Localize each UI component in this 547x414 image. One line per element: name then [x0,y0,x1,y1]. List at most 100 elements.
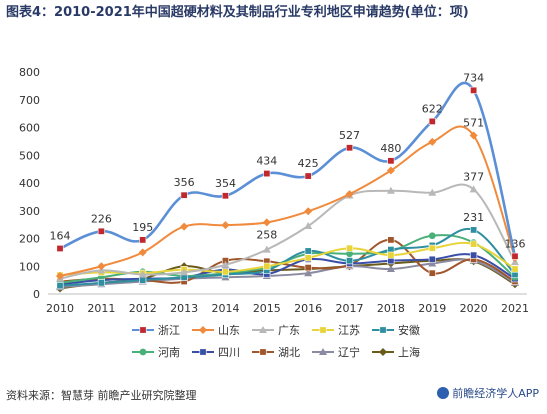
x-tick-label: 2012 [129,302,157,315]
y-tick-label: 300 [19,205,40,218]
data-point [304,247,312,255]
data-point [428,137,437,146]
legend-label: 河南 [158,346,180,359]
data-point [304,222,313,230]
data-point [304,264,312,272]
legend-marker [379,348,387,356]
data-point [263,170,271,178]
data-point [263,262,271,270]
data-point [428,244,436,252]
series-line [59,241,516,277]
x-tick-label: 2013 [170,302,198,315]
chart-title: 图表4：2010-2021年中国超硬材料及其制品行业专利地区申请趋势(单位：项) [6,5,469,20]
series-line [59,81,517,257]
data-point [346,144,354,152]
data-point [304,254,312,262]
data-point [387,157,395,165]
data-point [139,236,147,244]
data-point [470,240,478,248]
y-tick-label: 700 [19,94,40,107]
series-line [59,258,516,289]
data-label: 480 [380,142,401,155]
legend-label: 四川 [218,346,240,359]
legend-label: 安徽 [398,323,420,337]
data-point [428,232,436,240]
data-point [180,268,189,276]
data-label: 434 [256,155,277,168]
data-label: 195 [132,221,153,234]
legend-label: 广东 [278,324,300,337]
data-point [469,131,478,140]
data-label: 734 [463,71,484,84]
data-point [511,265,519,273]
data-point [262,245,271,253]
data-point [180,191,188,199]
y-tick-label: 400 [19,177,40,190]
data-point [304,172,312,180]
data-point [345,190,354,199]
data-label: 136 [505,237,526,250]
data-point [56,282,64,290]
legend-label: 浙江 [158,324,180,337]
data-label: 356 [174,176,195,189]
x-tick-label: 2018 [377,302,405,315]
data-point [346,244,354,252]
legend-marker [199,348,207,356]
legend-marker [319,348,327,355]
y-tick-label: 800 [19,66,40,79]
legend-marker [259,348,267,356]
x-tick-label: 2016 [294,302,322,315]
data-point [386,265,395,273]
data-point [304,269,313,277]
data-label: 571 [463,117,484,130]
data-point [469,185,478,193]
data-point [387,236,395,244]
data-point [221,192,229,200]
series-line [59,253,516,286]
x-tick-label: 2021 [501,302,529,315]
x-tick-label: 2015 [253,302,281,315]
data-label: 622 [422,102,443,115]
data-label: 258 [256,228,277,241]
data-point [428,255,436,263]
data-point [428,259,437,267]
data-point [97,279,105,287]
data-point [262,218,271,227]
data-point [304,207,313,216]
data-point [386,166,395,175]
data-point [221,260,230,268]
x-tick-label: 2020 [460,302,488,315]
data-point [511,252,519,260]
y-tick-label: 100 [19,260,40,273]
data-point [97,227,105,235]
series-line [59,227,516,287]
legend-label: 江苏 [338,324,360,337]
legend-label: 辽宁 [338,345,360,359]
data-point [470,226,478,234]
data-label: 527 [339,129,360,142]
data-point [387,251,395,259]
legend-marker [259,326,267,333]
data-label: 164 [50,229,71,242]
brand-mark: 前瞻经济学人APP [437,385,539,401]
brand-name: 前瞻经济学人APP [452,387,539,400]
data-label: 231 [463,211,484,224]
legend-marker [139,348,147,356]
data-point [221,221,230,230]
x-tick-label: 2010 [46,302,74,315]
legend-label: 山东 [218,324,240,337]
data-point [346,250,353,258]
data-point [346,257,354,265]
data-point [386,186,395,194]
legend-label: 湖北 [278,346,300,359]
y-tick-label: 200 [19,233,40,246]
data-point [138,270,147,278]
data-point [428,269,436,277]
source-note: 资料来源：智慧芽 前瞻产业研究院整理 [6,389,197,402]
legend-marker [319,326,327,334]
data-point [97,262,106,271]
brand-logo-icon [437,387,450,399]
data-point [139,276,147,284]
x-tick-label: 2014 [211,302,239,315]
